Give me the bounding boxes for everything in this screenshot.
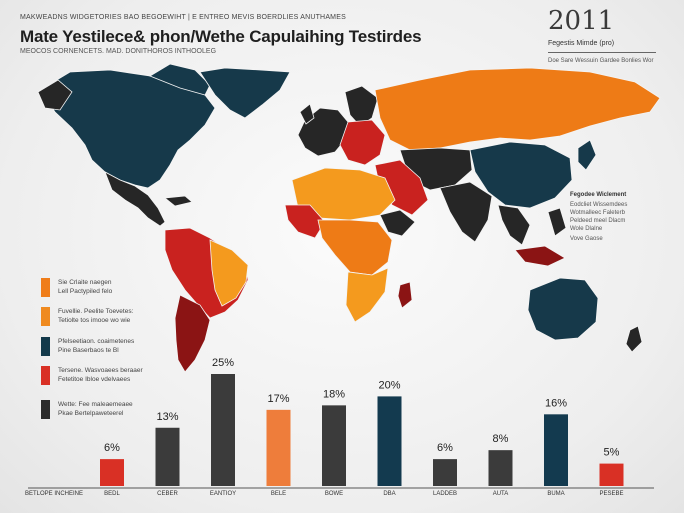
legend-text: Tersene. Wasvoaees beraaer Fetetitoe Iblo… — [58, 367, 143, 383]
legend-swatch — [41, 366, 50, 385]
side-note-tag: Vove Gaose — [570, 236, 603, 242]
legend-text: Wette: Fee maleaemeaee Pkae Bertelpawetee… — [58, 401, 133, 417]
legend-text: Pfelseetiaon. coaimetenes Pine Baserbaos … — [58, 338, 135, 354]
bar-value-label: 8% — [493, 433, 509, 445]
bar-value-label: 17% — [267, 393, 289, 405]
bar-value-label: 6% — [104, 442, 120, 454]
bar-value-label: 20% — [378, 379, 400, 391]
map-region-madagascar — [397, 281, 413, 309]
map-region-uk — [299, 103, 315, 125]
bar-category-label: PESEBE — [599, 491, 623, 497]
bar-buma — [544, 414, 568, 486]
bar-category-label: AUTA — [493, 491, 509, 497]
map-region-south-america-east — [209, 239, 249, 307]
map-region-africa-south — [345, 267, 389, 323]
bar-value-label: 18% — [323, 388, 345, 400]
bar-category-label: LADDEB — [433, 491, 457, 497]
map-region-greenland — [199, 67, 291, 119]
map-region-philippines — [547, 207, 567, 237]
legend-swatch — [41, 400, 50, 419]
map-region-central-america — [104, 171, 166, 227]
bar-category-label: BELE — [271, 491, 286, 497]
side-note-line: Wole Dlalne — [570, 226, 603, 232]
bar-bowe — [322, 405, 346, 486]
bar-category-label: BOWE — [325, 491, 343, 497]
year-note: Doe Sare Wessuin Gardee Bonlies Wor — [548, 58, 654, 64]
bar-eantioy — [211, 374, 235, 486]
side-note-line: Wotmalleec Faleterb — [570, 210, 625, 216]
map-region-alaska-black — [37, 79, 73, 111]
bar-pesebe — [599, 463, 624, 486]
map-region-indonesia — [514, 245, 566, 267]
legend-swatch — [41, 278, 50, 297]
map-region-horn-of-africa — [379, 209, 416, 237]
bar-ceber — [155, 427, 180, 486]
bar-value-label: 6% — [437, 442, 453, 454]
bar-category-label: DBA — [383, 491, 395, 497]
bar-category-label: BUMA — [547, 491, 564, 497]
map-region-se-asia — [497, 204, 531, 246]
bar-category-label: EANTIOY — [210, 491, 236, 497]
year-heading: 2011 — [548, 6, 615, 36]
legend-swatch — [41, 307, 50, 326]
legend-text: Fuvellie. Peelite Toevetes: Tetiolte tos … — [58, 308, 134, 324]
map-region-new-zealand — [625, 325, 643, 353]
year-divider — [548, 52, 656, 53]
bar-laddeb — [433, 459, 457, 486]
bar-category-label: CEBER — [157, 491, 178, 497]
page-subtitle: MEOCOS CORNENCETS. MAD. DONITHOROS INTHO… — [20, 48, 217, 55]
page-title: Mate Yestilece& phon/Wethe Capulaihing T… — [20, 27, 422, 46]
map-region-australia — [527, 277, 599, 341]
bar-auta — [488, 450, 513, 486]
bar-bedl — [100, 459, 124, 486]
side-note-line: Peldeed meel Dlacm — [570, 218, 626, 224]
bar-value-label: 13% — [156, 411, 178, 423]
bar-bele — [266, 409, 291, 486]
map-region-africa-central — [317, 219, 393, 276]
map-region-japan — [577, 139, 597, 171]
map-region-caribbean — [163, 195, 193, 207]
map-region-south-america-south — [174, 294, 211, 373]
map-region-europe-east — [339, 119, 386, 166]
map-region-india — [439, 181, 493, 243]
header-top-line: MAKWEADNS WIDGETORIES BAO BEGOEWIHT | E … — [20, 14, 346, 21]
bar-value-label: 25% — [212, 357, 234, 369]
year-label: Fegestis Mimde (pro) — [548, 40, 615, 47]
legend-text: Sie Crlaite naegen Lell Pactypiled felo — [58, 279, 113, 295]
side-note-line: Eodcliet Wissemdees — [570, 202, 628, 208]
map-region-scandinavia — [344, 85, 379, 127]
bar-dba — [377, 396, 402, 486]
side-note-title: Fegodee Wiclement — [570, 192, 627, 198]
legend-swatch — [41, 337, 50, 356]
map-region-china — [469, 141, 573, 209]
map-region-africa-west — [284, 204, 326, 239]
bar-value-label: 5% — [604, 447, 620, 459]
bar-category-label: BEDL — [104, 491, 120, 497]
bar-value-label: 16% — [545, 397, 567, 409]
axis-left-label: BETLOPE INCHEINE — [25, 491, 83, 497]
